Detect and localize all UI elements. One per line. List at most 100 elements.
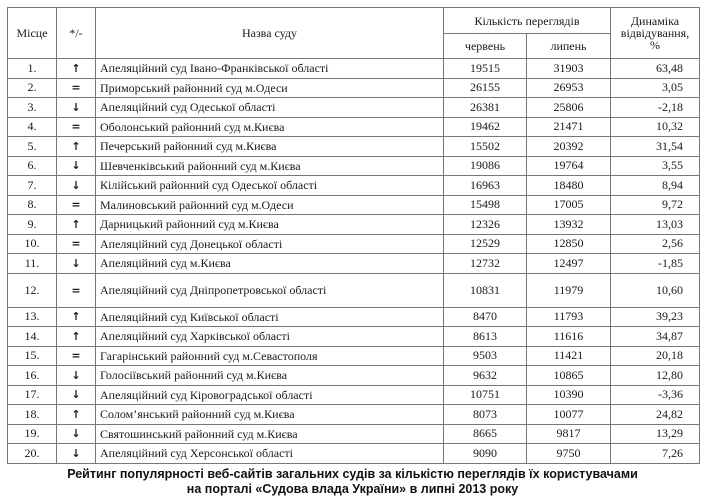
dynamics-cell: 13,29 — [610, 423, 700, 444]
court-name-cell: Апеляційний суд Харківської області — [95, 326, 444, 347]
dynamics-cell: -3,36 — [610, 384, 700, 405]
place-cell: 2. — [7, 77, 57, 98]
july-views-cell: 10077 — [526, 404, 611, 425]
june-views-cell: 9503 — [443, 345, 527, 366]
june-views-cell: 15498 — [443, 194, 527, 215]
place-cell: 11. — [7, 253, 57, 274]
court-name-cell: Голосіївський районний суд м.Києва — [95, 365, 444, 386]
june-views-cell: 26381 — [443, 97, 527, 118]
court-name-cell: Кілійський районний суд Одеської області — [95, 175, 444, 196]
july-views-cell: 31903 — [526, 58, 611, 79]
july-views-cell: 20392 — [526, 136, 611, 157]
court-name-cell: Апеляційний суд Івано-Франківської облас… — [95, 58, 444, 79]
court-name-cell: Апеляційний суд Кіровоградської області — [95, 384, 444, 405]
dynamics-cell: 12,80 — [610, 365, 700, 386]
caption-line-1: Рейтинг популярності веб-сайтів загальни… — [67, 467, 638, 481]
equals-icon: = — [56, 194, 96, 215]
place-cell: 7. — [7, 175, 57, 196]
table-row: 2. = Приморський районний суд м.Одеси 26155… — [7, 77, 700, 98]
june-views-cell: 12326 — [443, 214, 527, 235]
place-cell: 8. — [7, 194, 57, 215]
july-views-cell: 11979 — [526, 272, 611, 308]
court-name-cell: Апеляційний суд Одеської області — [95, 97, 444, 118]
july-views-cell: 12850 — [526, 233, 611, 254]
july-views-cell: 19764 — [526, 155, 611, 176]
equals-icon: = — [56, 345, 96, 366]
table-row: 10. = Апеляційний суд Донецької області 125… — [7, 233, 700, 254]
june-views-cell: 8073 — [443, 404, 527, 425]
arrow-up-icon: ↑ — [56, 58, 96, 79]
court-name-cell: Солом’янський районний суд м.Києва — [95, 404, 444, 425]
place-cell: 10. — [7, 233, 57, 254]
june-views-cell: 8665 — [443, 423, 527, 444]
place-cell: 6. — [7, 155, 57, 176]
july-views-cell: 10865 — [526, 365, 611, 386]
table-caption: Рейтинг популярності веб-сайтів загальни… — [0, 467, 705, 497]
place-cell: 1. — [7, 58, 57, 79]
table-row: 17. ↓ Апеляційний суд Кіровоградської обла… — [7, 384, 700, 405]
court-name-cell: Апеляційний суд Київської області — [95, 306, 444, 327]
june-views-cell: 16963 — [443, 175, 527, 196]
court-name-cell: Гагарінський районний суд м.Севастополя — [95, 345, 444, 366]
arrow-up-icon: ↑ — [56, 326, 96, 347]
june-views-cell: 9090 — [443, 443, 527, 464]
court-rating-table: Місце */- Назва суду Кількість перегляді… — [7, 7, 700, 464]
dynamics-cell: 20,18 — [610, 345, 700, 366]
june-views-cell: 8613 — [443, 326, 527, 347]
dynamics-cell: 9,72 — [610, 194, 700, 215]
june-views-cell: 19462 — [443, 116, 527, 137]
arrow-down-icon: ↓ — [56, 97, 96, 118]
july-views-cell: 11421 — [526, 345, 611, 366]
june-views-cell: 12529 — [443, 233, 527, 254]
july-views-cell: 25806 — [526, 97, 611, 118]
place-cell: 20. — [7, 443, 57, 464]
place-cell: 5. — [7, 136, 57, 157]
table-row: 18. ↑ Солом’янський районний суд м.Києва 80… — [7, 404, 700, 425]
court-name-cell: Святошинський районний суд м.Києва — [95, 423, 444, 444]
table-row: 16. ↓ Голосіївський районний суд м.Києва 96… — [7, 365, 700, 386]
dynamics-cell: 63,48 — [610, 58, 700, 79]
header-court-name: Назва суду — [95, 7, 444, 59]
june-views-cell: 26155 — [443, 77, 527, 98]
place-cell: 12. — [7, 272, 57, 308]
court-name-cell: Печерський районний суд м.Києва — [95, 136, 444, 157]
court-name-cell: Апеляційний суд Дніпропетровської област… — [95, 272, 444, 308]
arrow-down-icon: ↓ — [56, 175, 96, 196]
dynamics-cell: -1,85 — [610, 253, 700, 274]
arrow-up-icon: ↑ — [56, 306, 96, 327]
court-name-cell: Шевченківський районний суд м.Києва — [95, 155, 444, 176]
table-row: 12. = Апеляційний суд Дніпропетровської об… — [7, 272, 700, 308]
june-views-cell: 15502 — [443, 136, 527, 157]
table-row: 1. ↑ Апеляційний суд Івано-Франківської об… — [7, 58, 700, 79]
header-july: липень — [526, 33, 611, 59]
court-name-cell: Оболонський районний суд м.Києва — [95, 116, 444, 137]
june-views-cell: 19086 — [443, 155, 527, 176]
table-row: 9. ↑ Дарницький районний суд м.Києва 12326 1… — [7, 214, 700, 235]
dynamics-cell: 39,23 — [610, 306, 700, 327]
table-row: 14. ↑ Апеляційний суд Харківської області 8… — [7, 326, 700, 347]
equals-icon: = — [56, 272, 96, 308]
june-views-cell: 12732 — [443, 253, 527, 274]
july-views-cell: 21471 — [526, 116, 611, 137]
place-cell: 9. — [7, 214, 57, 235]
table-row: 19. ↓ Святошинський районний суд м.Києва 86… — [7, 423, 700, 444]
june-views-cell: 10751 — [443, 384, 527, 405]
dynamics-cell: 7,26 — [610, 443, 700, 464]
header-june: червень — [443, 33, 527, 59]
equals-icon: = — [56, 77, 96, 98]
arrow-down-icon: ↓ — [56, 155, 96, 176]
header-change: */- — [56, 7, 96, 59]
place-cell: 15. — [7, 345, 57, 366]
dynamics-cell: 3,05 — [610, 77, 700, 98]
june-views-cell: 10831 — [443, 272, 527, 308]
arrow-up-icon: ↑ — [56, 136, 96, 157]
header-dynamics: Динаміка відвідування, % — [610, 7, 700, 59]
table-row: 13. ↑ Апеляційний суд Київської області 847… — [7, 306, 700, 327]
court-name-cell: Апеляційний суд Донецької області — [95, 233, 444, 254]
place-cell: 14. — [7, 326, 57, 347]
dynamics-cell: 3,55 — [610, 155, 700, 176]
dynamics-cell: 24,82 — [610, 404, 700, 425]
arrow-down-icon: ↓ — [56, 423, 96, 444]
dynamics-cell: 10,32 — [610, 116, 700, 137]
table-row: 7. ↓ Кілійський районний суд Одеської обла… — [7, 175, 700, 196]
